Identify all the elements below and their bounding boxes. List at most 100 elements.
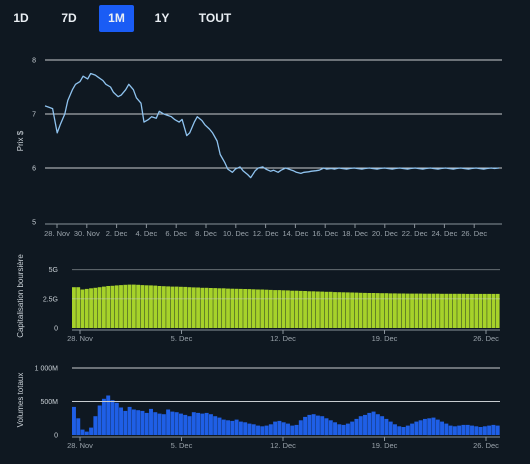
market-cap-bar — [191, 287, 196, 328]
volume-bar — [440, 421, 445, 435]
market-cap-bar — [457, 293, 462, 328]
volume-bar — [393, 424, 397, 435]
volume-bar — [294, 424, 299, 435]
price-x-tick: 24. Dec — [431, 229, 457, 238]
volume-bar — [474, 426, 479, 435]
volume-bar — [324, 418, 329, 436]
volume-bar — [290, 425, 295, 435]
volume-bar — [136, 410, 141, 435]
market-cap-bar — [123, 284, 128, 328]
market-cap-bar — [89, 288, 93, 328]
market-cap-bar — [401, 293, 406, 328]
volume-bar — [427, 418, 432, 436]
market-cap-bar — [238, 288, 243, 328]
volume-bar — [243, 422, 248, 435]
volume-bar — [452, 426, 457, 435]
volume-bar — [127, 406, 132, 435]
market-cap-bar — [157, 286, 162, 328]
market-cap-bar — [311, 291, 316, 329]
market-cap-bar — [294, 290, 299, 328]
market-cap-bar — [264, 289, 269, 328]
market-cap-x-tick: 12. Dec — [270, 334, 296, 343]
volume-bar — [435, 419, 440, 435]
market-cap-bar — [303, 291, 307, 328]
price-y-tick: 7 — [32, 112, 36, 119]
market-cap-bar — [281, 290, 286, 328]
market-cap-bar — [474, 293, 479, 328]
market-cap-bar — [221, 288, 226, 328]
volume-bar — [333, 422, 338, 435]
volume-bar — [286, 423, 290, 435]
volume-bar — [281, 422, 286, 435]
range-7d-button[interactable]: 7D — [61, 11, 77, 25]
volume-bar — [217, 417, 222, 435]
market-cap-y-axis-label: Capitalisation boursière — [16, 254, 25, 338]
market-cap-bar — [251, 289, 256, 328]
market-cap-bar — [354, 292, 359, 328]
market-cap-bar — [127, 284, 132, 328]
market-cap-bar — [345, 292, 350, 328]
market-cap-bar — [144, 285, 149, 328]
market-cap-bar — [101, 286, 106, 328]
volume-x-tick: 5. Dec — [171, 441, 193, 450]
market-cap-bar — [196, 287, 200, 328]
market-cap-bar — [84, 288, 89, 328]
market-cap-y-tick: 2.5G — [43, 296, 58, 303]
market-cap-x-tick: 28. Nov — [67, 334, 93, 343]
price-x-tick: 16. Dec — [312, 229, 338, 238]
volume-bar — [101, 398, 106, 435]
volume-bar — [84, 431, 89, 435]
market-cap-x-tick: 19. Dec — [372, 334, 398, 343]
volume-bar — [170, 411, 175, 435]
market-cap-bar — [418, 293, 423, 328]
volume-bar — [341, 424, 346, 435]
volume-bar — [298, 420, 303, 435]
range-1y-button[interactable]: 1Y — [154, 11, 170, 25]
volume-bar — [414, 421, 419, 435]
range-1m-button[interactable]: 1M — [99, 5, 134, 32]
price-x-tick: 2. Dec — [106, 229, 128, 238]
volume-bar — [461, 424, 466, 435]
volume-bar — [345, 423, 350, 435]
price-y-axis-label: Prix $ — [16, 130, 25, 151]
volume-bar — [196, 412, 201, 435]
volume-bar — [89, 427, 94, 435]
volume-bar — [140, 410, 145, 435]
volume-bar — [213, 416, 218, 435]
volume-bar — [110, 400, 115, 435]
price-x-tick: 22. Dec — [402, 229, 428, 238]
volume-bar — [311, 414, 316, 435]
volume-bar — [273, 421, 278, 435]
market-cap-y-tick: 5G — [49, 267, 58, 274]
price-x-tick: 6. Dec — [165, 229, 187, 238]
volume-bar — [204, 412, 209, 435]
volume-bar — [183, 414, 188, 435]
volume-y-tick: 1 000M — [35, 366, 59, 373]
volume-bar — [303, 416, 308, 435]
volume-bar — [422, 418, 427, 435]
volume-bar — [144, 412, 149, 435]
volume-bar — [149, 408, 153, 435]
market-cap-bar — [234, 288, 239, 328]
market-cap-bar — [131, 284, 136, 328]
market-cap-bar — [371, 293, 376, 328]
market-cap-bar — [324, 291, 329, 328]
volume-bar — [191, 412, 196, 435]
volume-bar — [307, 414, 312, 435]
market-cap-bar — [328, 291, 333, 328]
volume-bar — [72, 406, 76, 435]
market-cap-bar — [286, 290, 290, 328]
market-cap-bar — [226, 288, 230, 328]
volume-bar — [123, 410, 128, 435]
range-1d-button[interactable]: 1D — [13, 11, 29, 25]
price-y-tick: 8 — [32, 58, 36, 65]
range-all-button[interactable]: TOUT — [198, 11, 232, 25]
volume-x-tick: 19. Dec — [372, 441, 398, 450]
market-cap-bar — [217, 288, 222, 328]
market-cap-bar — [393, 293, 397, 328]
volume-bar — [114, 402, 119, 435]
market-cap-bar — [465, 293, 470, 328]
volume-bar — [221, 419, 226, 435]
market-cap-bar — [183, 286, 188, 328]
